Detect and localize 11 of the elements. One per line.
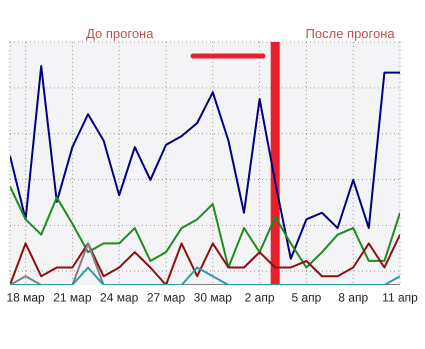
x-tick-label: 24 мар [100,290,139,305]
x-tick-label: 21 мар [53,290,92,305]
x-tick-label: 2 апр [244,290,275,305]
x-tick-label: 30 мар [194,290,232,305]
text: После прогона [304,26,396,41]
x-tick-label: 5 апр [291,290,322,305]
x-tick-label: 11 апр [382,290,418,305]
x-tick-label: 18 мар [6,290,46,305]
x-tick-label: 8 апр [338,290,368,305]
x-tick-label: 27 мар [146,290,186,305]
text: До прогона [85,26,154,41]
